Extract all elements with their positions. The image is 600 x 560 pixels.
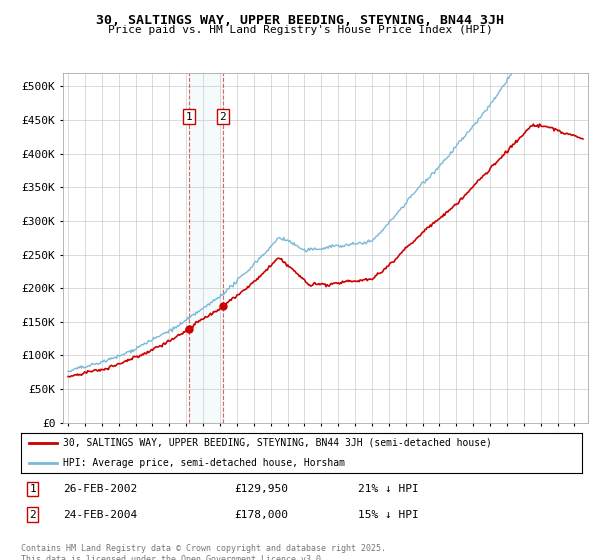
Text: 30, SALTINGS WAY, UPPER BEEDING, STEYNING, BN44 3JH (semi-detached house): 30, SALTINGS WAY, UPPER BEEDING, STEYNIN… — [63, 438, 492, 448]
Text: £178,000: £178,000 — [234, 510, 288, 520]
Text: 26-FEB-2002: 26-FEB-2002 — [63, 484, 137, 494]
Text: Price paid vs. HM Land Registry's House Price Index (HPI): Price paid vs. HM Land Registry's House … — [107, 25, 493, 35]
Text: £129,950: £129,950 — [234, 484, 288, 494]
Text: 2: 2 — [29, 510, 36, 520]
Text: HPI: Average price, semi-detached house, Horsham: HPI: Average price, semi-detached house,… — [63, 458, 345, 468]
Text: 2: 2 — [220, 111, 226, 122]
Text: 21% ↓ HPI: 21% ↓ HPI — [358, 484, 418, 494]
Text: 24-FEB-2004: 24-FEB-2004 — [63, 510, 137, 520]
Text: 1: 1 — [29, 484, 36, 494]
Text: 15% ↓ HPI: 15% ↓ HPI — [358, 510, 418, 520]
Text: 1: 1 — [186, 111, 193, 122]
Text: Contains HM Land Registry data © Crown copyright and database right 2025.
This d: Contains HM Land Registry data © Crown c… — [21, 544, 386, 560]
Bar — [189, 73, 223, 423]
Text: 30, SALTINGS WAY, UPPER BEEDING, STEYNING, BN44 3JH: 30, SALTINGS WAY, UPPER BEEDING, STEYNIN… — [96, 14, 504, 27]
